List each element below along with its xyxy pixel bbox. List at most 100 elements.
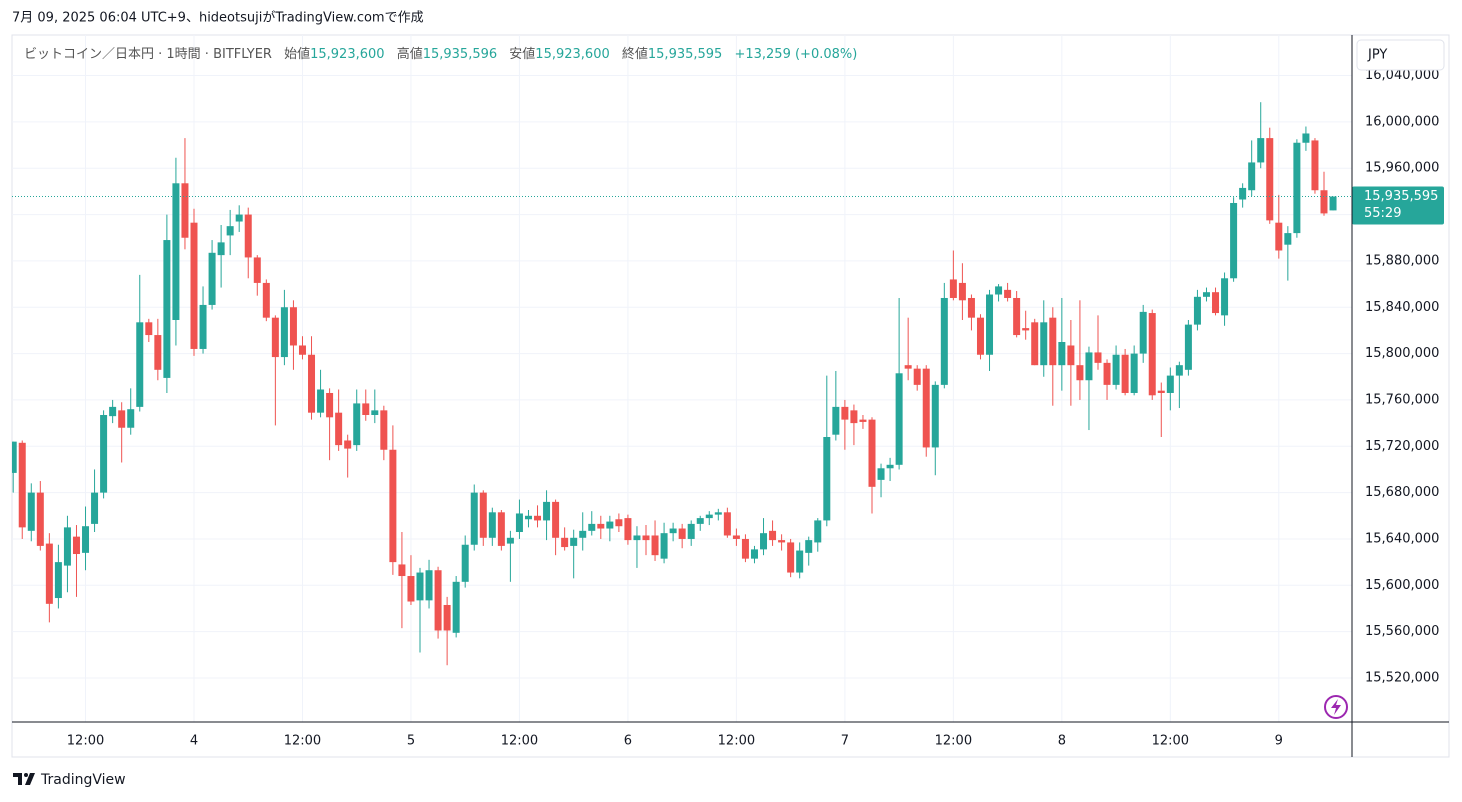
candle-body xyxy=(416,572,424,601)
x-tick-label: 7 xyxy=(841,734,849,749)
candle-body xyxy=(1302,133,1310,143)
candle-body xyxy=(407,576,415,602)
x-tick-label: 4 xyxy=(190,734,198,749)
candle-body xyxy=(561,537,569,548)
candle-body xyxy=(995,286,1003,295)
ohlc-value: 15,923,600 xyxy=(310,47,384,62)
ohlc-value: 15,923,600 xyxy=(535,47,609,62)
y-tick-label: 15,840,000 xyxy=(1365,300,1439,315)
candle-body xyxy=(705,514,713,519)
candle-body xyxy=(886,464,894,469)
ohlc-label: 安値 xyxy=(509,46,535,62)
candle-body xyxy=(1311,140,1319,191)
y-tick-label: 15,520,000 xyxy=(1365,670,1439,685)
candle-body xyxy=(606,521,614,529)
candle-body xyxy=(1004,289,1012,298)
candle-body xyxy=(1058,342,1066,366)
candle-body xyxy=(570,537,578,546)
candle-body xyxy=(552,501,560,538)
candle-body xyxy=(280,307,288,358)
candle-body xyxy=(470,492,478,545)
candle-body xyxy=(678,528,686,539)
candle-body xyxy=(136,322,144,407)
candle-body xyxy=(534,515,542,521)
candle-body xyxy=(244,214,252,258)
y-tick-label: 16,000,000 xyxy=(1365,114,1439,129)
candle-body xyxy=(82,526,90,553)
candle-body xyxy=(1175,365,1183,376)
candle-body xyxy=(1230,202,1238,279)
candle-body xyxy=(515,513,523,533)
candle-body xyxy=(1275,222,1283,251)
candle-body xyxy=(18,442,26,528)
candle-body xyxy=(1193,296,1201,325)
candle-body xyxy=(217,242,225,256)
candle-body xyxy=(12,441,17,473)
candle-body xyxy=(1031,322,1039,366)
candle-body xyxy=(1266,138,1274,221)
x-tick-label: 5 xyxy=(407,734,415,749)
candle-body xyxy=(723,512,731,536)
y-tick-label: 15,960,000 xyxy=(1365,161,1439,176)
lightning-icon[interactable] xyxy=(1324,695,1348,719)
candle-body xyxy=(1112,354,1120,385)
candle-body xyxy=(642,535,650,541)
candle-body xyxy=(452,581,460,633)
y-tick-label: 16,040,000 xyxy=(1365,68,1439,83)
candle-body xyxy=(760,533,768,550)
y-tick-label: 15,800,000 xyxy=(1365,346,1439,361)
candle-body xyxy=(579,530,587,538)
legend-line: ビットコイン／日本円 · 1時間 · BITFLYER 始値15,923,600… xyxy=(24,46,857,62)
candle-body xyxy=(389,449,397,563)
x-tick-label: 9 xyxy=(1275,734,1283,749)
candle-body xyxy=(624,518,632,541)
candle-body xyxy=(895,373,903,465)
candle-body xyxy=(1121,354,1129,393)
currency-label: JPY xyxy=(1367,48,1387,63)
candle-body xyxy=(1076,365,1084,381)
candle-body xyxy=(778,540,786,543)
candle-body xyxy=(226,226,234,236)
candle-body xyxy=(371,410,379,415)
candle-body xyxy=(787,542,795,573)
candle-body xyxy=(958,282,966,301)
footer-logo: TradingView xyxy=(13,772,126,788)
y-tick-label: 15,640,000 xyxy=(1365,531,1439,546)
candle-body xyxy=(1103,362,1111,385)
candle-body xyxy=(1157,390,1165,393)
candle-body xyxy=(1248,162,1256,191)
candle-body xyxy=(118,410,126,428)
candle-body xyxy=(317,389,325,413)
brand: TradingView xyxy=(40,772,126,788)
candle-body xyxy=(1085,352,1093,381)
ohlc-label: 始値 xyxy=(284,46,310,62)
ohlc-value: 15,935,595 xyxy=(648,47,722,62)
candle-body xyxy=(1067,345,1075,366)
candle-body xyxy=(172,183,180,320)
candle-body xyxy=(931,384,939,448)
candle-body xyxy=(524,515,532,520)
candle-body xyxy=(497,512,505,546)
ohlc-label: 高値 xyxy=(397,46,423,62)
x-tick-label: 8 xyxy=(1058,734,1066,749)
candle-body xyxy=(1130,353,1138,393)
candle-body xyxy=(850,410,858,424)
candle-body xyxy=(1094,352,1102,363)
candle-body xyxy=(1221,278,1229,316)
candle-body xyxy=(36,492,44,546)
currency-button[interactable] xyxy=(1356,39,1445,71)
candle-body xyxy=(145,322,153,336)
candle-body xyxy=(1293,142,1301,234)
candle-body xyxy=(308,354,316,413)
candle-body xyxy=(63,527,71,566)
candle-body xyxy=(127,409,135,428)
candle-body xyxy=(1239,187,1247,200)
candle-body xyxy=(506,537,514,544)
candle-body xyxy=(1022,328,1030,331)
x-tick-label: 12:00 xyxy=(935,734,972,749)
ohlc-value: 15,935,596 xyxy=(423,47,497,62)
candle-body xyxy=(27,492,35,531)
candle-body xyxy=(1184,324,1192,370)
y-tick-label: 15,600,000 xyxy=(1365,578,1439,593)
